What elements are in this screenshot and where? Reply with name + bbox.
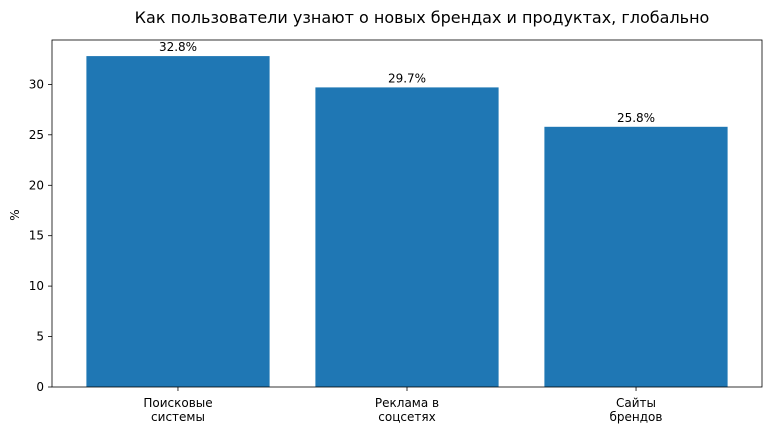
bar-2	[544, 126, 728, 388]
y-tick-label-1: 5	[36, 330, 44, 344]
bar-0	[86, 56, 270, 387]
bar-1	[315, 87, 499, 388]
x-tick-label-line: соцсетях	[378, 410, 435, 424]
y-tick-label-6: 30	[29, 77, 44, 91]
y-tick-label-3: 15	[29, 229, 44, 243]
x-tick-label-line: Реклама в	[375, 396, 439, 410]
x-tick-label-0: Поисковые системы	[143, 396, 212, 424]
y-tick-label-5: 25	[29, 128, 44, 142]
x-tick-label-line: Поисковые	[143, 396, 212, 410]
data-label-1: 29.7%	[388, 71, 426, 85]
x-tick-label-line: брендов	[610, 410, 663, 424]
plot-area: 32.8% Поисковые системы 29.7% Реклама в соцсе…	[29, 39, 763, 424]
x-tick-label-2: Сайты брендов	[610, 396, 663, 424]
x-tick-label-line: Сайты	[616, 396, 656, 410]
axes-frame	[51, 39, 763, 388]
y-tick-label-2: 10	[29, 279, 44, 293]
x-tick-label-line: системы	[151, 410, 205, 424]
y-tick-label-0: 0	[36, 380, 44, 394]
data-label-0: 32.8%	[159, 40, 197, 54]
y-tick-label-4: 20	[29, 178, 44, 192]
x-tick-label-1: Реклама в соцсетях	[375, 396, 439, 424]
chart-title: Как пользователи узнают о новых брендах …	[135, 8, 710, 27]
data-label-2: 25.8%	[617, 111, 655, 125]
y-axis-label: %	[8, 209, 22, 220]
